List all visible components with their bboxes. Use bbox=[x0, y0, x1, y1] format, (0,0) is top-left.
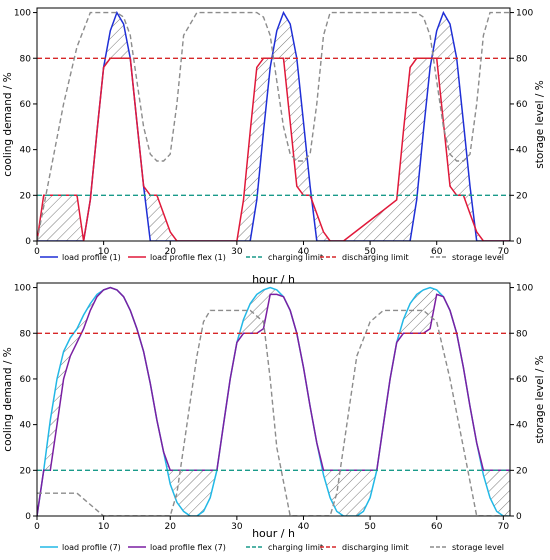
y-tick-label: 60 bbox=[20, 100, 32, 110]
y-tick-label: 60 bbox=[20, 375, 32, 385]
x-tick-label: 0 bbox=[34, 247, 40, 257]
plot-frame bbox=[36, 7, 511, 242]
y2-tick-label: 0 bbox=[516, 237, 522, 247]
y2-tick-label: 0 bbox=[516, 512, 522, 522]
y2-tick-label: 40 bbox=[516, 146, 528, 156]
legend-label: discharging limit bbox=[342, 543, 409, 552]
y-tick-label: 0 bbox=[25, 237, 31, 247]
y2-tick-label: 100 bbox=[516, 284, 533, 294]
x-tick-label: 60 bbox=[431, 522, 443, 532]
x-tick-label: 40 bbox=[298, 522, 310, 532]
legend-label: charging limit bbox=[268, 543, 323, 552]
legend-label: load profile flex (1) bbox=[150, 253, 226, 262]
chart-panel-1: 0 10 20 30 40 50 60 70 0 20 40 60 80 100 0 20 40 60 80 100 h… bbox=[2, 7, 546, 286]
x-tick-label: 0 bbox=[34, 522, 40, 532]
x-tick-label: 50 bbox=[364, 522, 376, 532]
x-tick-label: 20 bbox=[165, 522, 177, 532]
legend-label: storage level bbox=[452, 543, 504, 552]
legend-label: charging limit bbox=[268, 253, 323, 262]
x-tick-label: 50 bbox=[364, 247, 376, 257]
legend-label: load profile flex (7) bbox=[150, 543, 226, 552]
series-line-load-profile-flex-7- bbox=[37, 286, 510, 516]
y2-tick-label: 40 bbox=[516, 421, 528, 431]
y-axis-label: cooling demand / % bbox=[2, 347, 14, 451]
y-tick-label: 40 bbox=[20, 146, 32, 156]
y2-tick-label: 80 bbox=[516, 54, 528, 64]
plot-frame bbox=[36, 282, 511, 517]
y2-tick-label: 20 bbox=[516, 191, 528, 201]
legend-label: load profile (1) bbox=[62, 253, 121, 262]
y2-tick-label: 20 bbox=[516, 466, 528, 476]
series-line-storage-level bbox=[37, 309, 510, 516]
y2-tick-label: 80 bbox=[516, 329, 528, 339]
y-axis-label: cooling demand / % bbox=[2, 72, 14, 176]
chart-panel-2: 0 10 20 30 40 50 60 70 0 20 40 60 80 100 0 20 40 60 80 100 h… bbox=[2, 282, 546, 552]
y-tick-label: 100 bbox=[14, 284, 31, 294]
y2-axis-label: storage level / % bbox=[534, 80, 546, 168]
x-tick-label: 70 bbox=[498, 247, 510, 257]
x-tick-label: 40 bbox=[298, 247, 310, 257]
x-tick-label: 60 bbox=[431, 247, 443, 257]
y-tick-label: 80 bbox=[20, 54, 32, 64]
x-axis-label: hour / h bbox=[252, 527, 295, 540]
x-tick-label: 10 bbox=[98, 522, 110, 532]
y2-tick-label: 100 bbox=[516, 9, 533, 19]
legend-label: load profile (7) bbox=[62, 543, 121, 552]
y-tick-label: 80 bbox=[20, 329, 32, 339]
x-axis-label: hour / h bbox=[252, 273, 295, 286]
series-line-load-profile-7- bbox=[37, 286, 510, 516]
x-tick-label: 70 bbox=[498, 522, 510, 532]
y2-axis-label: storage level / % bbox=[534, 355, 546, 443]
hatched-region bbox=[37, 12, 510, 241]
y2-tick-label: 60 bbox=[516, 100, 528, 110]
x-tick-label: 30 bbox=[231, 247, 243, 257]
y-tick-label: 20 bbox=[20, 191, 32, 201]
x-tick-label: 30 bbox=[231, 522, 243, 532]
y-tick-label: 0 bbox=[25, 512, 31, 522]
x-tick-label: 20 bbox=[165, 247, 177, 257]
y-tick-label: 40 bbox=[20, 421, 32, 431]
legend-label: storage level bbox=[452, 253, 504, 262]
y2-tick-label: 60 bbox=[516, 375, 528, 385]
series-line-load-profile-flex-1- bbox=[37, 57, 510, 241]
legend-label: discharging limit bbox=[342, 253, 409, 262]
hatched-region bbox=[37, 287, 510, 516]
y-tick-label: 20 bbox=[20, 466, 32, 476]
y-tick-label: 100 bbox=[14, 9, 31, 19]
x-tick-label: 10 bbox=[98, 247, 110, 257]
